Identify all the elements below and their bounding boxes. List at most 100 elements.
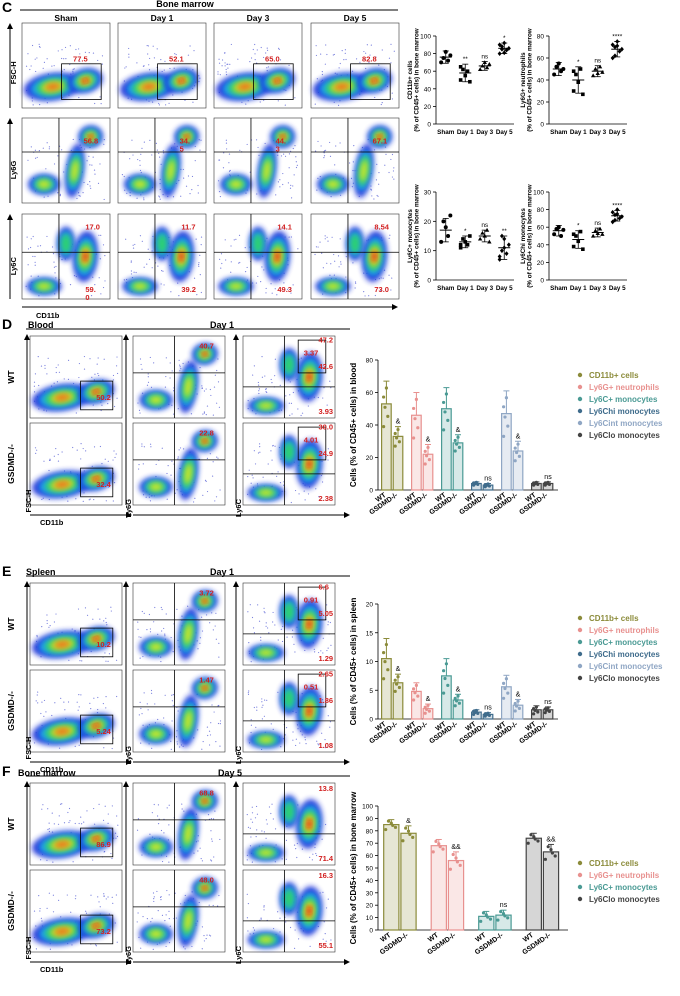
- flow-event-dot: [57, 192, 59, 194]
- flow-event-dot: [41, 498, 43, 501]
- flow-event-dot: [277, 47, 280, 49]
- y-tick-label: 10: [366, 915, 374, 922]
- flow-event-dot: [283, 282, 285, 284]
- flow-event-dot: [147, 381, 150, 383]
- density-blob-icon: [377, 135, 382, 139]
- flow-event-dot: [262, 476, 264, 478]
- flow-event-dot: [94, 373, 96, 375]
- flow-event-dot: [156, 943, 158, 945]
- flow-event-dot: [79, 60, 81, 63]
- data-point: [455, 442, 459, 446]
- flow-event-dot: [151, 747, 153, 749]
- flow-event-dot: [178, 295, 180, 297]
- flow-event-dot: [228, 170, 231, 172]
- flow-event-dot: [290, 292, 292, 294]
- flow-event-dot: [156, 815, 159, 817]
- data-point: [484, 913, 488, 917]
- flow-event-dot: [171, 404, 173, 406]
- flow-event-dot: [93, 807, 95, 810]
- panel_f-fsc-axis-arrow-icon-head: [24, 781, 30, 787]
- flow-event-dot: [301, 412, 304, 414]
- density-blob-icon: [149, 930, 163, 938]
- flow-event-dot: [164, 60, 166, 62]
- flow-event-dot: [325, 44, 327, 46]
- flow-event-dot: [43, 460, 45, 462]
- data-point: [386, 668, 390, 672]
- flow-event-dot: [90, 708, 92, 710]
- flow-event-dot: [160, 656, 162, 658]
- flow-event-dot: [103, 198, 105, 201]
- flow-event-dot: [297, 728, 299, 730]
- flow-event-dot: [116, 941, 118, 943]
- flow-event-dot: [46, 373, 48, 375]
- data-point: [554, 64, 559, 69]
- data-point: [443, 676, 447, 681]
- density-blob-icon: [54, 840, 71, 849]
- flow-event-dot: [320, 650, 322, 652]
- flow-event-dot: [258, 390, 260, 392]
- panel-c-y-axis-arrow-icon-head: [7, 214, 13, 220]
- data-point: [443, 410, 447, 414]
- flow-event-dot: [246, 893, 248, 895]
- flow-event-dot: [247, 693, 250, 696]
- flow-event-dot: [294, 97, 296, 99]
- y-tick-label: 80: [424, 51, 432, 58]
- flow-event-dot: [175, 917, 177, 919]
- flow-event-dot: [320, 145, 322, 147]
- flow-event-dot: [99, 258, 101, 260]
- flow-event-dot: [263, 831, 265, 833]
- flow-event-dot: [152, 235, 154, 238]
- data-point: [547, 709, 552, 713]
- flow-event-dot: [317, 177, 319, 179]
- flow-event-dot: [261, 266, 263, 268]
- flow-event-dot: [345, 292, 347, 294]
- data-point: [516, 699, 520, 703]
- flow-event-dot: [363, 291, 365, 293]
- flow-event-dot: [301, 734, 303, 736]
- flow-event-dot: [307, 405, 309, 407]
- flow-event-dot: [257, 604, 259, 606]
- flow-event-dot: [314, 150, 317, 152]
- flow-event-dot: [179, 366, 181, 368]
- flow-event-dot: [104, 652, 106, 654]
- flow-event-dot: [176, 489, 178, 491]
- density-blob-icon: [202, 599, 207, 603]
- flow-event-dot: [282, 172, 284, 175]
- flow-event-dot: [363, 50, 365, 53]
- significance-label: ns: [484, 476, 492, 483]
- flow-event-dot: [178, 359, 180, 361]
- flow-event-dot: [261, 376, 264, 378]
- flow-event-dot: [151, 267, 153, 269]
- flow-event-dot: [285, 726, 288, 729]
- flow-event-dot: [99, 163, 101, 165]
- flow-event-dot: [150, 692, 153, 694]
- flow-event-dot: [48, 148, 50, 150]
- flow-event-dot: [263, 269, 265, 271]
- flow-event-dot: [163, 284, 165, 286]
- legend-marker-icon: [577, 884, 583, 890]
- data-point: [411, 835, 415, 839]
- flow-event-dot: [351, 186, 353, 188]
- density-blob-icon: [93, 924, 99, 928]
- flow-event-dot: [83, 470, 85, 472]
- flow-event-dot: [166, 472, 168, 475]
- flow-event-dot: [47, 828, 49, 831]
- flow-event-dot: [212, 414, 214, 416]
- gate-value-ly6c-total: 47.2: [318, 336, 333, 345]
- flow-event-dot: [71, 628, 73, 630]
- flow-event-dot: [200, 291, 202, 294]
- flow-event-dot: [265, 391, 267, 393]
- flow-event-dot: [145, 496, 147, 498]
- flow-event-dot: [330, 387, 332, 389]
- flow-event-dot: [225, 139, 227, 141]
- data-point: [497, 254, 502, 259]
- panel-f-letter: F: [2, 763, 11, 779]
- data-point: [612, 217, 617, 223]
- flow-event-dot: [333, 53, 336, 56]
- flow-event-dot: [26, 236, 28, 238]
- data-point: [610, 55, 615, 61]
- data-point: [451, 852, 455, 857]
- data-point: [425, 454, 429, 458]
- flow-event-dot: [180, 168, 182, 170]
- legend-marker-icon: [577, 615, 583, 621]
